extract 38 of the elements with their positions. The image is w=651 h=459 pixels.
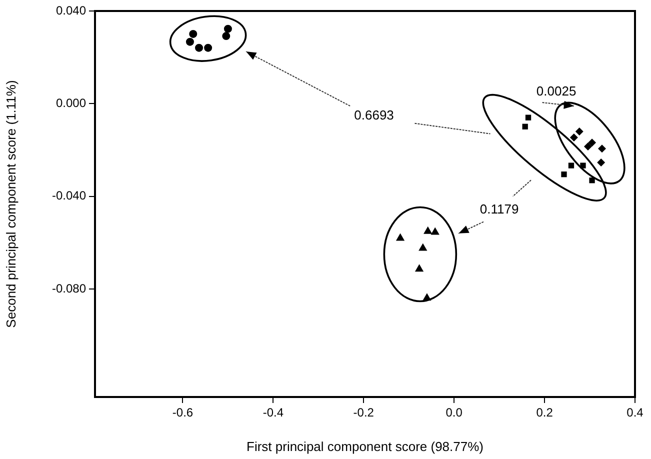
point	[224, 24, 232, 33]
point	[424, 226, 432, 234]
x-axis-title: First principal component score (98.77%)	[246, 438, 484, 454]
y-tick-label: 0.040	[56, 3, 86, 18]
x-tick-label: -0.6	[172, 406, 194, 420]
point	[588, 138, 596, 147]
point	[584, 142, 592, 151]
point	[418, 243, 428, 251]
annotation: 0.6693	[354, 107, 394, 122]
y-tick-label: -0.080	[52, 281, 86, 296]
x-tick-label: 0.2	[536, 406, 554, 420]
point	[589, 178, 595, 184]
point	[396, 233, 405, 241]
y-tick-label: 0.000	[56, 96, 86, 110]
annotation: 0.0025	[536, 83, 576, 98]
point	[575, 127, 584, 136]
point	[525, 114, 532, 120]
point	[568, 162, 574, 168]
point	[570, 134, 578, 142]
point	[561, 172, 567, 178]
annotation: 0.1179	[480, 202, 519, 217]
point	[430, 227, 440, 235]
point	[195, 44, 204, 52]
x-tick-label: 0.0	[446, 406, 463, 420]
point	[580, 162, 586, 168]
point	[189, 30, 198, 38]
y-tick-label: -0.040	[52, 188, 86, 203]
x-tick-label: 0.4	[626, 406, 644, 420]
x-tick-label: -0.2	[353, 406, 374, 420]
point	[522, 124, 528, 130]
point	[597, 158, 606, 167]
point	[414, 264, 424, 272]
point	[204, 44, 212, 52]
y-axis-title: Second principal component score (1.11%)	[3, 80, 18, 328]
point	[222, 32, 230, 40]
x-tick-label: -0.4	[262, 406, 284, 420]
point	[186, 38, 194, 46]
point	[598, 144, 606, 153]
